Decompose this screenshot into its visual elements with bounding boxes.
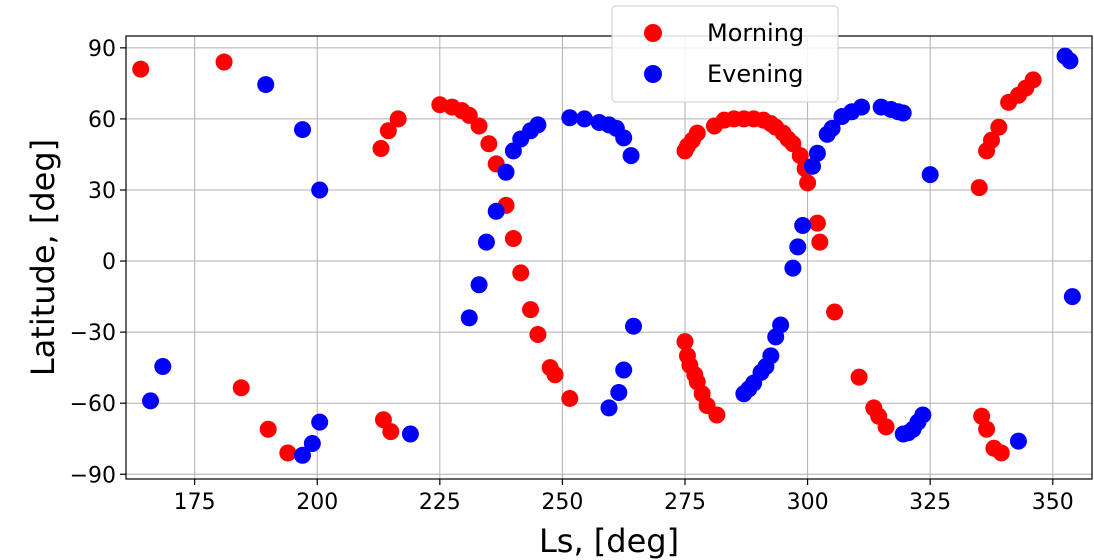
point-morning [811, 233, 829, 251]
point-evening [294, 446, 312, 464]
point-morning [688, 124, 706, 142]
legend-marker-evening [644, 65, 662, 83]
axis-ticks: 175 200 225 250 275 300 325 350 −90 −60 −30 0 30 60 90 [70, 37, 1074, 515]
point-evening [460, 309, 478, 327]
point-evening [853, 98, 871, 116]
point-evening [497, 163, 515, 181]
y-tick-label: 0 [102, 250, 116, 275]
point-morning [791, 147, 809, 165]
point-evening [142, 392, 160, 410]
point-morning [215, 53, 233, 71]
point-evening [823, 119, 841, 137]
point-evening [1063, 288, 1081, 306]
point-evening [1061, 52, 1079, 70]
point-morning [389, 110, 407, 128]
point-evening [772, 316, 790, 334]
point-evening [575, 110, 593, 128]
point-morning [826, 303, 844, 321]
point-morning [504, 230, 522, 248]
legend-label-evening: Evening [707, 60, 803, 88]
point-evening [561, 109, 579, 127]
point-evening [154, 357, 172, 375]
x-tick-label: 325 [909, 490, 951, 515]
point-morning [850, 368, 868, 386]
plot-frame [125, 35, 1093, 480]
y-tick-label: −90 [70, 463, 116, 488]
point-evening [789, 238, 807, 256]
point-evening [1009, 432, 1027, 450]
point-evening [477, 233, 495, 251]
point-evening [762, 347, 780, 365]
point-morning [382, 423, 400, 441]
point-morning [232, 379, 250, 397]
point-morning [970, 179, 988, 197]
legend: Morning Evening [611, 5, 839, 103]
point-morning [676, 333, 694, 351]
point-evening [529, 116, 547, 134]
x-tick-label: 275 [664, 490, 706, 515]
point-morning [561, 389, 579, 407]
point-morning [990, 118, 1008, 136]
data-points [132, 47, 1081, 464]
point-evening [600, 399, 618, 417]
point-evening [784, 259, 802, 277]
point-morning [480, 135, 498, 153]
point-morning [529, 325, 547, 343]
point-evening [294, 121, 312, 139]
point-morning [372, 140, 390, 158]
point-morning [259, 420, 277, 438]
y-axis-label: Latitude, [deg] [24, 139, 62, 376]
point-morning [522, 301, 540, 319]
point-evening [615, 129, 633, 147]
y-tick-label: −30 [70, 321, 116, 346]
point-morning [470, 117, 488, 135]
point-evening [622, 147, 640, 165]
legend-marker-morning [644, 24, 662, 42]
point-morning [992, 444, 1010, 462]
x-tick-label: 350 [1032, 490, 1074, 515]
y-tick-label: 60 [88, 108, 116, 133]
point-morning [279, 444, 297, 462]
point-evening [257, 76, 275, 94]
point-morning [799, 174, 817, 192]
point-evening [808, 144, 826, 162]
point-evening [401, 425, 419, 443]
x-tick-label: 175 [174, 490, 216, 515]
y-tick-label: 30 [88, 179, 116, 204]
legend-label-morning: Morning [707, 19, 804, 47]
point-morning [512, 264, 530, 282]
point-morning [546, 366, 564, 384]
point-morning [982, 131, 1000, 149]
point-evening [487, 202, 505, 220]
point-morning [1024, 71, 1042, 89]
point-evening [914, 406, 932, 424]
point-morning [379, 122, 397, 140]
point-evening [311, 181, 329, 199]
point-morning [978, 420, 996, 438]
point-morning [132, 60, 150, 78]
y-tick-label: −60 [70, 392, 116, 417]
y-tick-label: 90 [88, 37, 116, 62]
point-evening [615, 361, 633, 379]
point-morning [877, 418, 895, 436]
point-morning [973, 407, 991, 425]
x-tick-label: 300 [787, 490, 829, 515]
x-tick-label: 200 [296, 490, 338, 515]
point-evening [794, 217, 812, 235]
point-evening [610, 384, 628, 402]
point-evening [625, 317, 643, 335]
point-morning [808, 214, 826, 232]
legend-box [611, 5, 839, 103]
point-evening [921, 166, 939, 184]
point-evening [894, 104, 912, 122]
point-morning [708, 406, 726, 424]
x-tick-label: 225 [419, 490, 461, 515]
point-evening [803, 157, 821, 175]
point-evening [470, 276, 488, 294]
x-tick-label: 250 [541, 490, 583, 515]
x-axis-label: Ls, [deg] [539, 522, 679, 560]
point-evening [303, 434, 321, 452]
point-evening [311, 413, 329, 431]
